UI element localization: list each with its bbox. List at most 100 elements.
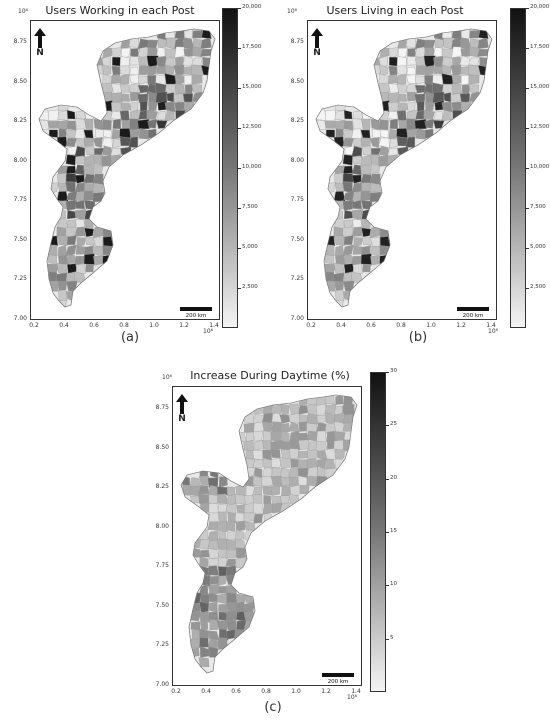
district-region <box>370 137 380 148</box>
district-region <box>397 102 409 112</box>
district-region <box>271 457 283 468</box>
district-region <box>298 405 309 415</box>
colorbar <box>510 8 526 328</box>
district-region <box>361 218 371 230</box>
choropleth-map <box>180 394 358 674</box>
district-region <box>451 83 463 95</box>
district-region <box>297 450 309 459</box>
district-region <box>173 93 185 104</box>
district-region <box>225 549 237 559</box>
district-region <box>343 395 354 407</box>
y-tick-label: 8.75 <box>155 404 169 411</box>
district-region <box>460 47 472 57</box>
district-region <box>253 513 263 524</box>
y-tick-label: 7.25 <box>155 641 169 648</box>
district-region <box>406 66 417 76</box>
district-region <box>281 468 290 478</box>
scale-bar-label: 200 km <box>185 313 207 319</box>
y-tick-label: 8.50 <box>155 443 169 451</box>
district-region <box>343 272 354 283</box>
colorbar-tick-mark <box>238 168 241 169</box>
district-region <box>164 64 174 75</box>
choropleth-map <box>38 28 216 308</box>
district-region <box>207 539 220 550</box>
district-region <box>216 593 227 604</box>
district-region <box>415 65 427 76</box>
district-region <box>343 280 355 292</box>
district-region <box>157 100 168 111</box>
district-region <box>334 235 345 246</box>
district-region <box>252 494 263 506</box>
district-region <box>216 486 229 496</box>
district-region <box>111 128 121 140</box>
colorbar-tick-label: 2,500 <box>242 284 258 290</box>
panel-caption: (c) <box>264 700 282 715</box>
district-region <box>343 430 355 441</box>
colorbar-tick-mark <box>238 128 241 129</box>
colorbar-tick-mark <box>238 248 241 249</box>
district-region <box>396 56 407 68</box>
district-region <box>119 83 130 93</box>
district-region <box>208 601 218 613</box>
district-region <box>316 415 327 425</box>
district-region <box>360 137 372 148</box>
district-region <box>166 92 175 103</box>
district-region <box>360 253 372 265</box>
district-region <box>316 430 327 443</box>
district-region <box>57 289 68 302</box>
district-region <box>298 421 308 432</box>
colorbar-tick-label: 17,500 <box>530 44 550 50</box>
district-region <box>164 29 176 39</box>
district-region <box>352 263 364 275</box>
district-region <box>352 200 362 210</box>
district-region <box>39 109 50 121</box>
district-region <box>120 102 132 112</box>
district-region <box>57 281 68 293</box>
country-border <box>180 394 358 674</box>
district-region <box>191 548 201 558</box>
district-region <box>65 137 77 147</box>
x-axis-exponent: 10⁶ <box>347 694 358 701</box>
district-region <box>477 49 490 57</box>
district-region <box>414 93 426 104</box>
district-region <box>334 120 345 131</box>
district-region <box>121 47 131 59</box>
district-region <box>414 56 425 68</box>
district-region <box>280 441 292 451</box>
colorbar-tick-label: 15 <box>390 528 397 534</box>
district-region <box>92 191 105 203</box>
district-region <box>334 421 345 433</box>
district-region <box>372 129 382 140</box>
district-region <box>76 237 86 248</box>
colorbar-tick-mark <box>526 8 529 9</box>
colorbar-tick-mark <box>526 168 529 169</box>
district-region <box>369 164 381 174</box>
district-region <box>343 235 354 245</box>
district-region <box>74 128 85 140</box>
district-region <box>217 548 228 560</box>
district-region <box>199 556 209 568</box>
district-region <box>137 56 148 68</box>
district-region <box>56 191 69 202</box>
colorbar-tick-mark <box>386 638 389 640</box>
district-region <box>441 29 453 39</box>
y-tick-label: 7.75 <box>13 196 27 203</box>
district-region <box>361 200 373 210</box>
x-tick-label: 0.4 <box>336 322 346 329</box>
district-region <box>416 100 425 112</box>
district-region <box>129 118 139 131</box>
district-region <box>387 147 399 156</box>
district-region <box>434 110 443 120</box>
district-region <box>101 154 113 167</box>
colorbar-tick-label: 12,500 <box>242 124 262 130</box>
district-region <box>424 119 434 129</box>
y-tick-label: 7.50 <box>290 235 304 243</box>
district-region <box>65 200 77 211</box>
district-region <box>253 403 265 415</box>
district-region <box>57 235 68 246</box>
colorbar-tick-mark <box>386 532 389 533</box>
x-tick-label: 0.8 <box>261 688 271 695</box>
district-region <box>342 137 354 147</box>
district-region <box>379 100 390 112</box>
district-region <box>119 56 130 68</box>
